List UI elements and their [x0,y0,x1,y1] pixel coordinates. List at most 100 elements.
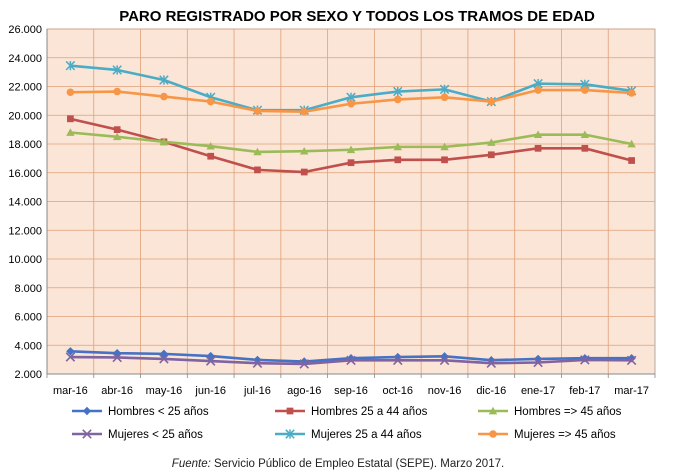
data-point [533,130,543,139]
data-point [533,357,543,368]
legend-label: Hombres 25 a 44 años [311,406,428,418]
data-point [299,359,309,369]
data-point [581,86,589,94]
x-tick-label: may-16 [146,385,183,397]
data-point [393,95,402,104]
data-point [65,60,76,71]
data-point [580,130,590,139]
data-point [253,107,262,115]
source-label: Fuente: [171,458,211,470]
source-note: Fuente: Servicio Público de Empleo Estat… [0,458,676,470]
data-point [347,99,355,108]
data-point [207,152,215,160]
x-tick-label: mar-16 [53,385,88,397]
data-point [300,168,308,176]
x-tick-label: sep-16 [334,385,368,397]
marker-stroke [159,354,169,364]
data-point [67,115,74,123]
legend-item: Hombres 25 a 44 años [275,406,428,418]
marker-stroke [580,355,590,365]
legend-item: Hombres => 45 años [478,406,622,418]
y-tick-label: 26.000 [8,24,42,36]
legend-marker [488,406,498,415]
legend-item: Mujeres 25 a 44 años [275,429,422,441]
data-point [581,144,589,152]
data-point [439,355,450,366]
data-point [66,128,75,136]
data-point [252,358,263,368]
data-point [580,355,590,365]
line-chart: PARO REGISTRADO POR SEXO Y TODOS LOS TRA… [8,8,656,441]
marker-stroke [65,352,76,362]
legend-marker [285,429,295,439]
data-point [159,137,169,146]
data-point [394,156,402,164]
data-point [160,92,168,101]
data-point [205,356,216,366]
data-point [346,355,356,366]
legend-label: Mujeres 25 a 44 años [311,429,422,441]
data-point [393,142,402,151]
legend-item: Hombres < 25 años [72,406,209,418]
series-3 [66,128,636,156]
marker-stroke [299,359,309,369]
x-tick-label: nov-16 [428,385,462,397]
y-tick-label: 20.000 [8,110,42,122]
x-tick-label: jul-16 [243,385,271,397]
legend-label: Hombres => 45 años [514,406,622,418]
marker-stroke [486,358,497,368]
data-point [206,97,215,106]
marker-stroke [393,355,403,366]
marker-stroke [346,355,356,366]
x-tick-label: jun-16 [194,385,226,397]
y-tick-label: 16.000 [8,168,42,180]
legend-item: Mujeres < 25 años [72,429,203,441]
y-tick-label: 24.000 [8,53,42,65]
data-point [66,347,75,356]
series-4 [65,352,637,369]
data-point [393,355,403,366]
marker-stroke [112,352,122,363]
legend-item: Mujeres => 45 años [478,429,616,441]
data-point [393,86,403,97]
data-point [628,157,635,164]
data-point [439,84,450,95]
legend-marker [82,406,92,416]
y-tick-label: 2.000 [14,369,42,381]
x-tick-label: dic-16 [476,385,506,397]
chart-title: PARO REGISTRADO POR SEXO Y TODOS LOS TRA… [119,8,595,25]
marker-stroke [626,355,637,366]
source-text: Servicio Público de Empleo Estatal (SEPE… [210,458,505,470]
y-tick-label: 10.000 [8,254,42,266]
data-point [534,144,542,152]
data-point [487,151,495,159]
data-point [65,352,76,362]
marker-stroke [439,355,450,366]
legend-marker [286,407,294,415]
data-point [486,358,497,368]
data-point [206,141,215,150]
legend-label: Mujeres => 45 años [514,429,616,441]
data-point [159,75,169,85]
data-point [440,142,449,151]
x-tick-label: mar-17 [614,385,649,397]
marker-stroke [533,357,543,368]
data-point [112,65,122,75]
marker-stroke [82,429,92,439]
data-point [346,145,356,154]
data-point [487,97,496,106]
data-point [112,132,122,141]
y-tick-label: 14.000 [8,197,42,209]
legend-label: Mujeres < 25 años [108,429,203,441]
series-6 [66,86,636,116]
data-point [626,355,637,366]
legend: Hombres < 25 años Hombres 25 a 44 años Hom… [72,406,622,441]
data-point [440,93,449,102]
data-point [487,138,496,146]
plot-area: 2.000 4.000 6.000 8.000 10.000 12.000 14.000 16… [8,24,656,397]
data-point [253,147,262,156]
y-tick-label: 8.000 [14,283,42,295]
x-tick-label: feb-17 [569,385,600,397]
data-point [300,146,309,155]
legend-marker [82,429,92,439]
